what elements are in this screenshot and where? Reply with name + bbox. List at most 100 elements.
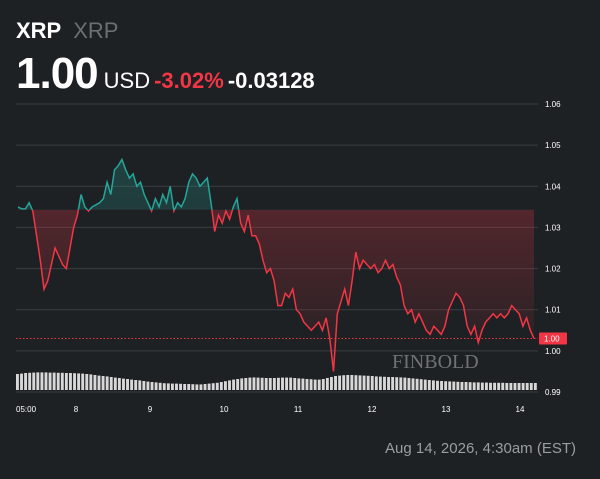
ticker-header: XRP XRP 1.00 USD -3.02% -0.03128: [16, 18, 315, 96]
volume-bar: [489, 382, 492, 390]
volume-bar: [419, 379, 423, 390]
volume-bar: [146, 381, 150, 390]
volume-bar: [240, 378, 244, 390]
x-tick-label: 12: [368, 405, 377, 414]
volume-bar: [525, 383, 529, 390]
volume-bar: [97, 375, 101, 390]
volume-bar: [281, 377, 284, 390]
price-row: 1.00 USD -3.02% -0.03128: [16, 52, 315, 96]
volume-bar: [456, 381, 460, 390]
volume-bar: [427, 380, 431, 390]
volume-bar: [264, 378, 268, 390]
x-tick-label: 14: [516, 405, 525, 414]
price-value: 1.00: [16, 49, 99, 98]
volume-bar: [117, 378, 121, 390]
volume-bar: [448, 381, 452, 390]
volume-bar: [211, 383, 215, 390]
volume-bar: [215, 382, 219, 390]
volume-bar: [187, 384, 191, 390]
volume-bar: [342, 375, 346, 390]
volume-bar: [391, 377, 395, 390]
volume-bar: [252, 377, 256, 390]
volume-bar: [521, 383, 525, 390]
volume-bar: [175, 383, 178, 390]
symbol: XRP: [16, 18, 62, 43]
volume-bar: [244, 378, 248, 390]
volume-bar: [191, 384, 195, 390]
watermark: FINBOLD: [392, 351, 479, 373]
volume-bar: [354, 375, 358, 390]
volume-bar: [285, 377, 289, 390]
volume-bar: [60, 372, 64, 390]
volume-bar: [101, 376, 105, 390]
volume-bar: [387, 377, 390, 390]
volume-bar: [293, 378, 297, 390]
volume-bar: [533, 383, 537, 390]
volume-bar: [89, 374, 93, 390]
price-line-down: [31, 209, 535, 372]
volume-bar: [154, 382, 158, 390]
volume-bar: [69, 373, 72, 390]
volume-bar: [370, 376, 374, 390]
volume-bar: [134, 380, 138, 390]
volume-bar: [272, 378, 276, 390]
volume-bar: [289, 377, 293, 390]
y-tick-label: 1.03: [545, 223, 561, 232]
symbol-row: XRP XRP: [16, 18, 315, 44]
change-absolute: -0.03128: [227, 68, 315, 93]
volume-bar: [440, 381, 444, 390]
x-axis: 05:00 8 9 10 11 12 13 14: [16, 405, 525, 414]
volume-bar: [484, 382, 488, 390]
volume-bar: [313, 379, 317, 390]
volume-bar: [85, 374, 89, 390]
volume-bar: [277, 377, 280, 390]
y-tick-label: 1.06: [545, 100, 561, 109]
volume-bar: [358, 375, 362, 390]
volume-bar: [305, 379, 309, 390]
volume-bar: [183, 384, 187, 390]
symbol-secondary: XRP: [73, 18, 119, 43]
volume-bar: [232, 379, 236, 390]
volume-bar: [301, 378, 305, 390]
y-tick-label: 1.02: [545, 265, 561, 274]
volume-bars: [16, 372, 537, 390]
volume-bar: [130, 379, 134, 390]
y-tick-label: 0.99: [545, 388, 561, 397]
volume-bar: [509, 383, 513, 390]
volume-bar: [317, 379, 321, 390]
volume-bar: [460, 382, 464, 390]
volume-bar: [411, 378, 415, 390]
volume-bar: [366, 375, 370, 390]
volume-bar: [228, 380, 231, 390]
area-fills: [18, 159, 534, 372]
volume-bar: [40, 372, 44, 390]
volume-bar: [501, 382, 505, 390]
volume-bar: [113, 377, 117, 390]
volume-bar: [77, 373, 81, 390]
volume-bar: [464, 382, 468, 390]
volume-bar: [378, 376, 382, 390]
volume-bar: [36, 372, 40, 390]
currency-label: USD: [103, 68, 151, 93]
volume-bar: [32, 372, 36, 390]
volume-bar: [403, 377, 407, 390]
volume-bar: [468, 382, 472, 390]
volume-bar: [93, 375, 97, 390]
volume-bar: [431, 380, 435, 390]
volume-bar: [64, 373, 68, 390]
volume-bar: [16, 374, 19, 390]
volume-bar: [338, 375, 342, 390]
volume-bar: [493, 382, 497, 390]
volume-bar: [309, 379, 313, 390]
price-line-up: [17, 157, 240, 210]
volume-bar: [223, 381, 227, 390]
volume-bar: [199, 384, 203, 390]
volume-bar: [170, 383, 174, 390]
volume-bar: [109, 377, 113, 390]
gain-area-fill: [18, 159, 534, 210]
volume-bar: [350, 375, 354, 390]
volume-bar: [362, 375, 366, 390]
volume-bar: [236, 379, 240, 390]
volume-bar: [268, 378, 272, 390]
